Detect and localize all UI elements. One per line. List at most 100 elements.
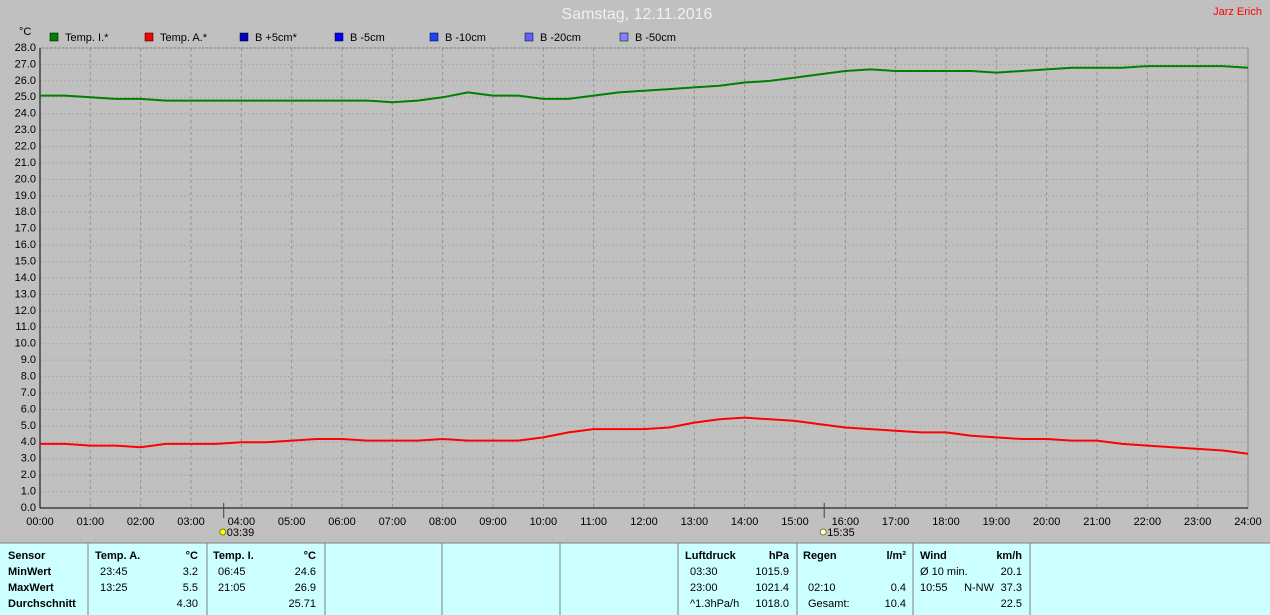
legend-label: B -20cm: [540, 32, 581, 44]
table-header: Temp. A.: [95, 550, 140, 562]
y-tick-label: 17.0: [15, 223, 36, 235]
x-tick-label: 22:00: [1134, 516, 1162, 528]
y-tick-label: 20.0: [15, 173, 36, 185]
table-cell: 4.30: [177, 598, 198, 610]
x-tick-label: 09:00: [479, 516, 507, 528]
y-tick-label: 22.0: [15, 140, 36, 152]
table-cell: 23:00: [690, 582, 718, 594]
y-tick-label: 2.0: [21, 469, 36, 481]
y-tick-label: 7.0: [21, 387, 36, 399]
table-unit: km/h: [996, 550, 1022, 562]
table-cell: 06:45: [218, 566, 246, 578]
table-background: [0, 543, 1270, 615]
table-cell: 1015.9: [755, 566, 789, 578]
table-unit: °C: [186, 550, 198, 562]
y-tick-label: 6.0: [21, 403, 36, 415]
table-cell: 0.4: [891, 582, 906, 594]
table-cell: 22.5: [1001, 598, 1022, 610]
table-unit: l/m²: [886, 550, 906, 562]
annotation-label: 15:35: [827, 527, 855, 539]
y-tick-label: 25.0: [15, 91, 36, 103]
x-tick-label: 11:00: [580, 516, 607, 528]
table-header: Temp. I.: [213, 550, 254, 562]
legend-swatch: [429, 32, 439, 42]
x-tick-label: 16:00: [832, 516, 860, 528]
legend-label: B +5cm*: [255, 32, 298, 44]
legend-swatch: [239, 32, 249, 42]
row-label: Durchschnitt: [8, 598, 76, 610]
legend-swatch: [619, 32, 629, 42]
table-header: Regen: [803, 550, 837, 562]
y-tick-label: 8.0: [21, 370, 36, 382]
x-tick-label: 12:00: [630, 516, 658, 528]
chart-title: Samstag, 12.11.2016: [562, 6, 713, 23]
table-cell: 20.1: [1001, 566, 1022, 578]
legend-swatch: [334, 32, 344, 42]
y-tick-label: 18.0: [15, 206, 36, 218]
y-tick-label: 10.0: [15, 338, 36, 350]
table-cell: 03:30: [690, 566, 718, 578]
table-cell: Ø 10 min.: [920, 566, 968, 578]
annotation-label: 03:39: [227, 527, 255, 539]
x-tick-label: 14:00: [731, 516, 759, 528]
table-cell: 21:05: [218, 582, 246, 594]
table-unit: hPa: [769, 550, 790, 562]
x-tick-label: 02:00: [127, 516, 155, 528]
x-tick-label: 23:00: [1184, 516, 1212, 528]
row-label: MaxWert: [8, 582, 54, 594]
x-tick-label: 07:00: [379, 516, 407, 528]
table-cell: 5.5: [183, 582, 198, 594]
author: Jarz Erich: [1213, 6, 1262, 18]
x-tick-label: 20:00: [1033, 516, 1061, 528]
x-tick-label: 08:00: [429, 516, 457, 528]
x-tick-label: 00:00: [26, 516, 54, 528]
y-tick-label: 15.0: [15, 255, 36, 267]
x-tick-label: 13:00: [681, 516, 709, 528]
x-tick-label: 24:00: [1234, 516, 1262, 528]
table-header: Luftdruck: [685, 550, 737, 562]
y-tick-label: 9.0: [21, 354, 36, 366]
legend-label: B -5cm: [350, 32, 385, 44]
y-tick-label: 5.0: [21, 420, 36, 432]
y-tick-label: 14.0: [15, 272, 36, 284]
sun-icon: [819, 528, 827, 536]
y-tick-label: 28.0: [15, 42, 36, 54]
table-cell: 13:25: [100, 582, 128, 594]
table-cell: 23:45: [100, 566, 128, 578]
y-tick-label: 27.0: [15, 58, 36, 70]
legend-label: Temp. I.*: [65, 32, 109, 44]
y-tick-label: 24.0: [15, 108, 36, 120]
x-tick-label: 21:00: [1083, 516, 1111, 528]
x-tick-label: 18:00: [932, 516, 960, 528]
y-tick-label: 21.0: [15, 157, 36, 169]
sun-icon: [219, 528, 227, 536]
y-tick-label: 13.0: [15, 288, 36, 300]
table-cell: Gesamt:: [808, 598, 850, 610]
y-tick-label: 4.0: [21, 436, 36, 448]
x-tick-label: 19:00: [983, 516, 1011, 528]
series-line: [40, 416, 1249, 455]
y-tick-label: 3.0: [21, 453, 36, 465]
y-tick-label: 12.0: [15, 305, 36, 317]
row-label: MinWert: [8, 566, 52, 578]
series-line: [40, 65, 1249, 104]
x-tick-label: 01:00: [77, 516, 105, 528]
x-tick-label: 10:00: [530, 516, 558, 528]
x-tick-label: 05:00: [278, 516, 306, 528]
legend-label: Temp. A.*: [160, 32, 208, 44]
table-cell: 1018.0: [755, 598, 789, 610]
x-tick-label: 06:00: [328, 516, 356, 528]
table-cell: 1021.4: [755, 582, 789, 594]
legend-label: B -50cm: [635, 32, 676, 44]
legend-label: B -10cm: [445, 32, 486, 44]
y-tick-label: 16.0: [15, 239, 36, 251]
legend-swatch: [144, 32, 154, 42]
table-cell: 10.4: [885, 598, 906, 610]
x-tick-label: 03:00: [177, 516, 205, 528]
table-header: Sensor: [8, 550, 46, 562]
table-cell: N-NW: [964, 582, 995, 594]
table-header: Wind: [920, 550, 947, 562]
table-cell: 02:10: [808, 582, 836, 594]
table-cell: ^1.3hPa/h: [690, 598, 739, 610]
